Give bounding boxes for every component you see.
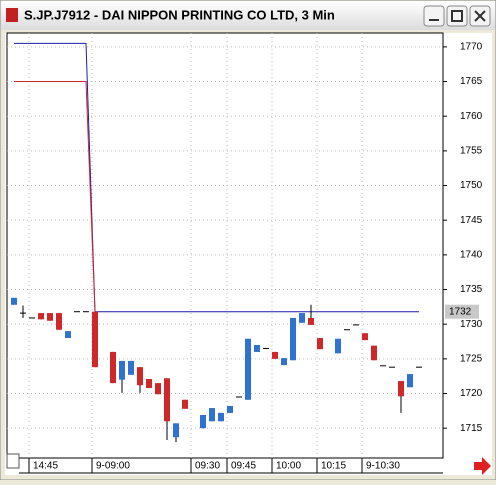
candle-body [200,415,206,429]
candle-body [164,378,170,422]
candle-body [290,317,296,361]
candle-body [236,396,242,398]
scroll-arrow[interactable] [474,457,491,475]
minimize-button[interactable] [423,5,445,27]
overlay-line [14,42,419,313]
title-bar [1,1,495,30]
x-tick-label: 10:15 [321,461,346,472]
window-title: S.JP.J7912 - DAI NIPPON PRINTING CO LTD,… [24,7,335,22]
candle-body [83,311,89,313]
window-buttons [423,5,491,27]
y-tick-label: 1755 [460,146,483,157]
x-tick-label: 14:45 [33,461,58,472]
candle-body [272,351,278,359]
plot-area [6,32,444,459]
y-tick-label: 1760 [460,111,483,122]
y-tick-label: 1765 [460,76,483,87]
last-price-label: 1732 [449,306,472,317]
candle-body [182,399,188,409]
candle-body [119,360,125,380]
candle-body [371,345,377,361]
candle-body [65,331,71,339]
maximize-icon [451,10,463,22]
x-tick-label: 9-09:00 [96,461,130,472]
x-tick-label: 10:00 [276,461,301,472]
candle-body [245,338,251,400]
candle-body [128,360,134,375]
candle-body [74,311,80,313]
candle-body [155,383,161,395]
app-icon [6,8,18,22]
plot: 1715 1720 1725 1730 1735 1740 1745 1750 1755 1760… [7,33,483,474]
y-tick-label: 1750 [460,180,483,191]
candle-body [56,313,62,330]
candle-body [416,366,422,368]
candle-body [344,329,350,331]
candle-body [281,358,287,366]
candle-body [335,338,341,354]
y-tick-label: 1770 [460,42,483,53]
maximize-button[interactable] [446,5,468,27]
candle-body [308,317,314,325]
candle-body [110,351,116,384]
overlay-line [14,81,96,312]
y-tick-label: 1745 [460,215,483,226]
candle-body [353,324,359,326]
candle-body [218,412,224,422]
x-tick-label: 09:45 [231,461,256,472]
y-tick-label: 1740 [460,250,483,261]
candle-body [362,333,368,341]
candle-body [11,297,17,305]
candle-body [380,365,386,367]
candle-body [299,313,305,323]
scroll-box[interactable] [6,453,20,469]
candle-body [254,344,260,352]
candle-body [227,406,233,413]
y-tick-label: 1725 [460,353,483,364]
candle-body [137,367,143,386]
x-tick-label: 9-10:30 [366,461,400,472]
candle-body [389,366,395,368]
y-tick-label: 1730 [460,319,483,330]
x-tick-label: 09:30 [195,461,220,472]
candle-body [20,312,26,314]
last-price-box [445,304,479,319]
close-icon [474,10,486,22]
y-tick-label: 1720 [460,388,483,399]
candle-body [146,378,152,388]
candle-body [29,317,35,319]
candle-body [407,374,413,388]
candle-body [209,408,215,422]
candle-body [173,423,179,438]
candle-body [92,311,98,368]
candle-body [47,313,53,321]
y-tick-label: 1735 [460,284,483,295]
candle-body [38,313,44,320]
candle-body [263,347,269,349]
candle-body [317,338,323,350]
y-tick-label: 1715 [460,423,483,434]
candle-body [398,381,404,397]
